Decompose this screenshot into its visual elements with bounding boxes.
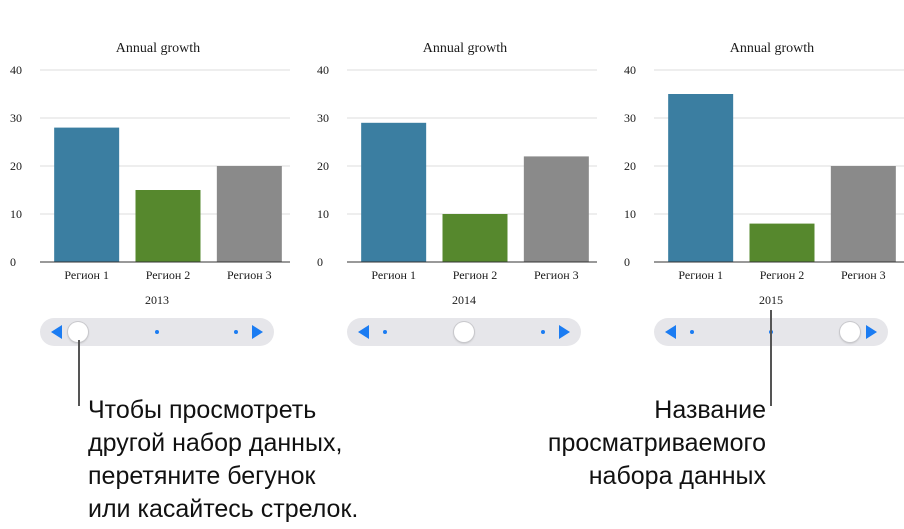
category-label: Регион 1 [64, 268, 109, 282]
bar-chart-2015: Annual growth 0 10 20 30 40 Регион 1 Регион 2 Ре… [624, 41, 904, 307]
dataset-slider-2013[interactable] [40, 318, 274, 346]
chart-panel-2015: Annual growth 0 10 20 30 40 Регион 1 Регион 2 Ре… [614, 0, 904, 360]
bar-3 [830, 166, 896, 262]
next-arrow-icon[interactable] [559, 325, 570, 339]
chart-title: Annual growth [730, 41, 814, 56]
dataset-name-label: 2013 [145, 293, 169, 307]
y-tick-label: 20 [10, 159, 22, 173]
y-tick-label: 0 [317, 255, 323, 269]
category-label: Регион 2 [453, 268, 498, 282]
y-tick-label: 40 [10, 63, 22, 77]
slider-dot[interactable] [155, 330, 159, 334]
next-arrow-icon[interactable] [252, 325, 263, 339]
category-label: Регион 3 [841, 268, 886, 282]
y-tick-label: 40 [624, 63, 636, 77]
bar-chart-2014: Annual growth 0 10 20 30 40 Регион 1 Регион 2 Ре… [317, 41, 597, 307]
y-tick-label: 10 [624, 207, 636, 221]
y-tick-label: 10 [10, 207, 22, 221]
y-tick-label: 0 [624, 255, 630, 269]
category-label: Регион 3 [227, 268, 272, 282]
bar-2 [749, 223, 815, 262]
bar-3 [523, 156, 589, 262]
bar-3 [216, 166, 282, 262]
y-tick-label: 30 [624, 111, 636, 125]
bar-1 [361, 122, 427, 262]
next-arrow-icon[interactable] [866, 325, 877, 339]
category-label: Регион 1 [678, 268, 723, 282]
dataset-slider-2014[interactable] [347, 318, 581, 346]
slider-callout-line [78, 340, 80, 406]
y-tick-label: 20 [317, 159, 329, 173]
chart-panel-2014: Annual growth 0 10 20 30 40 Регион 1 Регион 2 Ре… [307, 0, 607, 360]
chart-panel-2013: Annual growth 0 10 20 30 40 Регион 1 Регион 2 Ре… [0, 0, 300, 360]
category-label: Регион 3 [534, 268, 579, 282]
y-tick-label: 0 [10, 255, 16, 269]
previous-arrow-icon[interactable] [51, 325, 62, 339]
y-tick-label: 30 [10, 111, 22, 125]
category-label: Регион 2 [760, 268, 805, 282]
dataset-name-label: 2014 [452, 293, 476, 307]
y-tick-label: 40 [317, 63, 329, 77]
slider-callout-text: Чтобы просмотреть другой набор данных, п… [88, 396, 359, 523]
bar-1 [54, 127, 120, 262]
previous-arrow-icon[interactable] [665, 325, 676, 339]
slider-dot[interactable] [541, 330, 545, 334]
slider-knob[interactable] [840, 322, 860, 342]
bar-2 [442, 214, 508, 262]
category-label: Регион 1 [371, 268, 416, 282]
slider-dot[interactable] [234, 330, 238, 334]
category-label: Регион 2 [146, 268, 191, 282]
dataset-name-label: 2015 [759, 293, 783, 307]
chart-title: Annual growth [423, 41, 507, 56]
slider-dot[interactable] [690, 330, 694, 334]
slider-knob[interactable] [454, 322, 474, 342]
y-tick-label: 10 [317, 207, 329, 221]
dataset-name-callout-line [770, 310, 772, 406]
bar-chart-2013: Annual growth 0 10 20 30 40 Регион 1 Регион 2 Ре… [10, 41, 290, 307]
bar-1 [668, 94, 734, 262]
chart-title: Annual growth [116, 41, 200, 56]
previous-arrow-icon[interactable] [358, 325, 369, 339]
slider-knob[interactable] [68, 322, 88, 342]
dataset-name-callout-text: Название просматриваемого набора данных [547, 396, 766, 490]
slider-dot[interactable] [383, 330, 387, 334]
y-tick-label: 20 [624, 159, 636, 173]
bar-2 [135, 190, 201, 262]
y-tick-label: 30 [317, 111, 329, 125]
